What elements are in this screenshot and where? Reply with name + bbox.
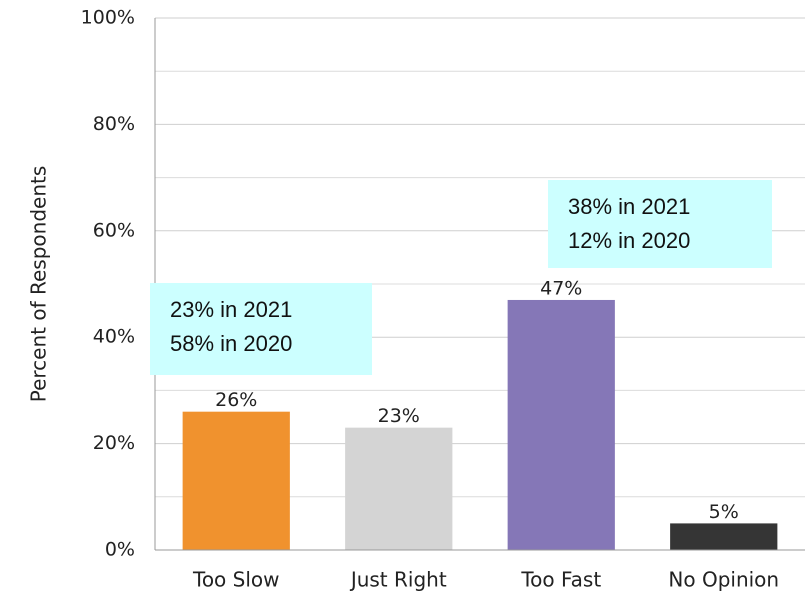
value-label: 23% — [378, 405, 420, 427]
annotation-box — [548, 180, 772, 268]
bar — [670, 523, 778, 550]
bar — [182, 411, 290, 550]
y-tick-label: 60% — [93, 219, 135, 241]
annotation-text: 12% in 2020 — [568, 228, 690, 253]
x-tick-label: Just Right — [349, 568, 447, 592]
annotation-box — [150, 283, 372, 375]
x-tick-label: Too Fast — [520, 568, 601, 592]
value-label: 5% — [709, 501, 739, 523]
bar — [345, 427, 453, 550]
y-axis-label: Percent of Respondents — [27, 166, 51, 403]
bar — [507, 299, 615, 550]
value-label: 47% — [540, 277, 582, 299]
y-tick-label: 40% — [93, 326, 135, 348]
annotation-text: 23% in 2021 — [170, 297, 292, 322]
x-tick-label: Too Slow — [192, 568, 280, 592]
y-tick-label: 100% — [81, 7, 135, 29]
annotation-text: 38% in 2021 — [568, 194, 690, 219]
y-tick-label: 0% — [105, 539, 135, 561]
y-tick-label: 80% — [93, 113, 135, 135]
x-tick-label: No Opinion — [668, 568, 779, 592]
y-tick-label: 20% — [93, 432, 135, 454]
annotation-text: 58% in 2020 — [170, 331, 292, 356]
value-label: 26% — [215, 389, 257, 411]
